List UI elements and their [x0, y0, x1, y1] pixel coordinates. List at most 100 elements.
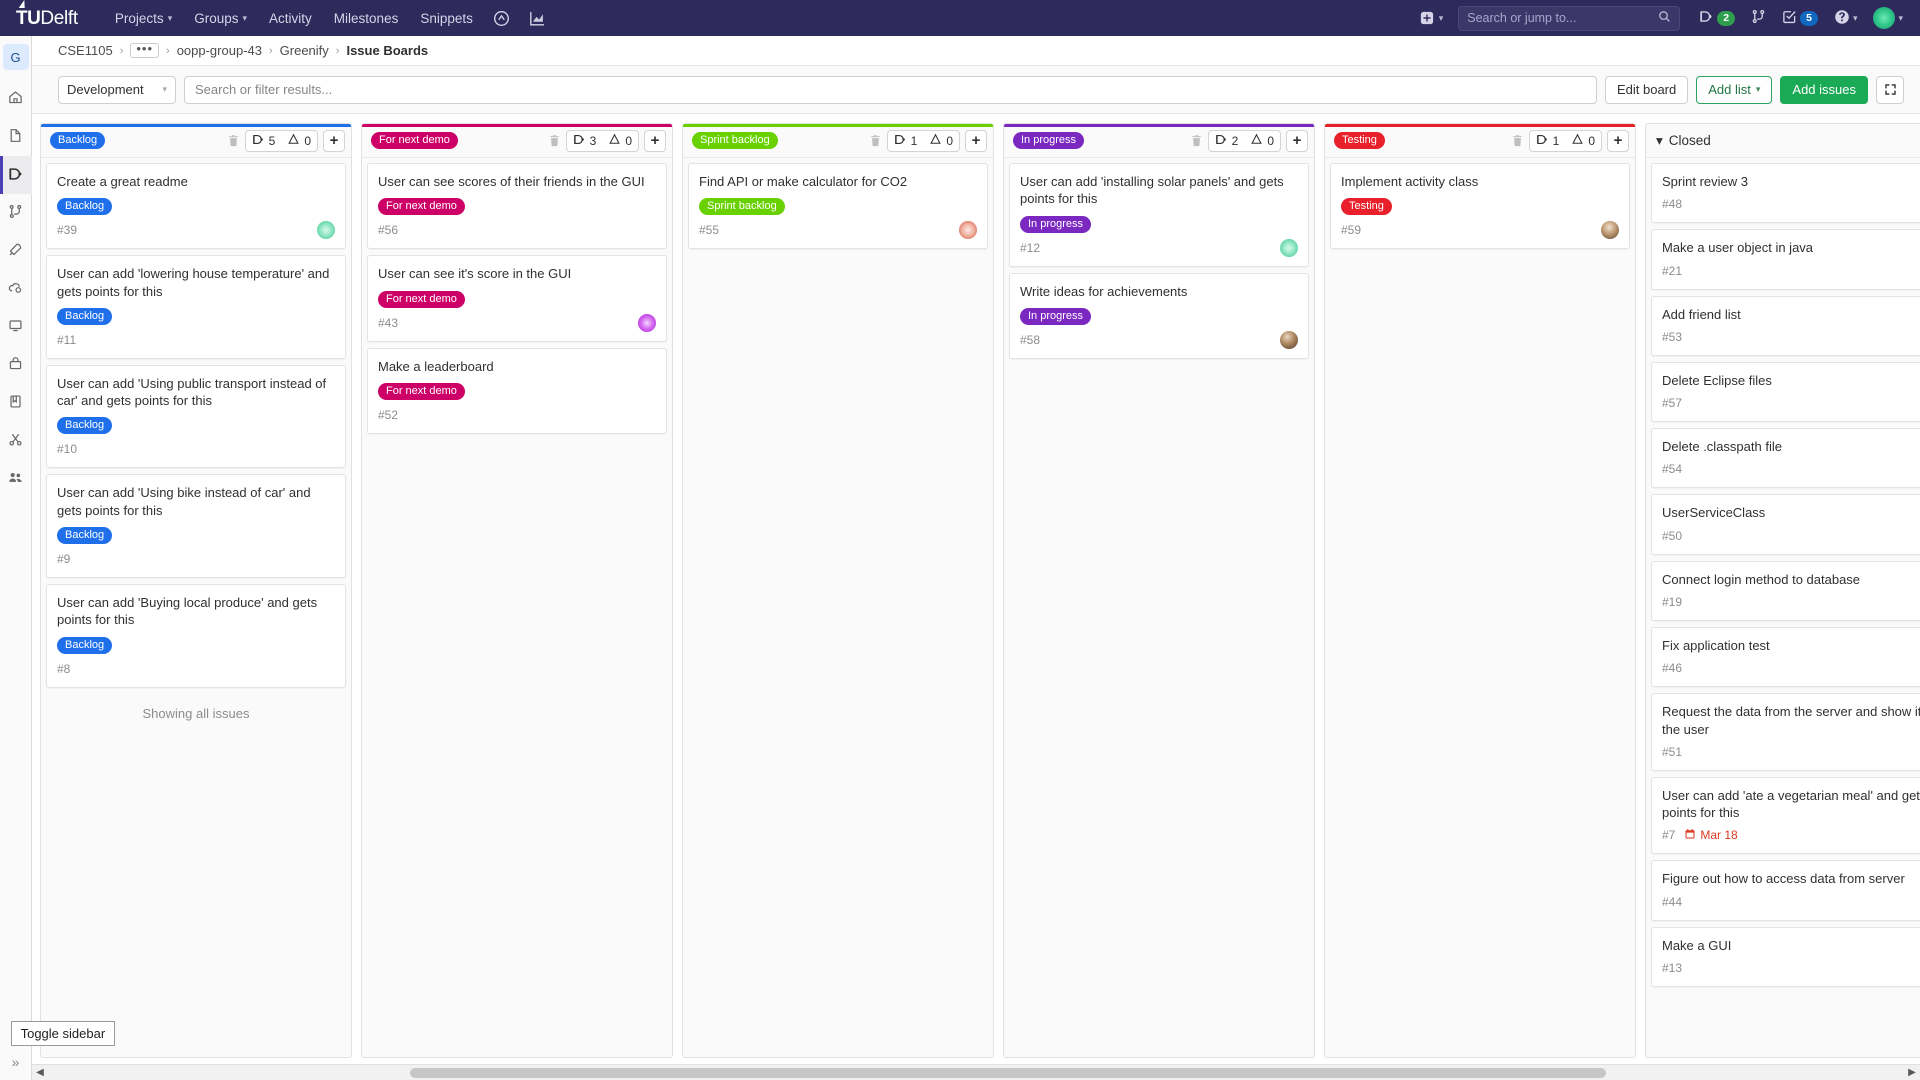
issue-id: #51 [1662, 744, 1683, 759]
issue-labels: For next demo [378, 289, 656, 308]
merge-requests-counter[interactable] [1744, 0, 1773, 36]
issue-card[interactable]: User can add 'installing solar panels' a… [1009, 163, 1309, 267]
add-issue-to-list-button[interactable]: + [1607, 129, 1629, 152]
sidebar-item-issues[interactable] [0, 156, 32, 194]
navbar-right: ▾ 2 [1411, 0, 1910, 36]
sidebar-item-operations[interactable] [0, 270, 32, 308]
issue-card[interactable]: User can add 'Buying local produce' and … [46, 583, 346, 688]
avatar [1873, 7, 1896, 29]
breadcrumb-item-oopp-group-43[interactable]: oopp-group-43 [176, 43, 262, 58]
nav-snippets[interactable]: Snippets [409, 0, 484, 36]
nav-activity[interactable]: Activity [258, 0, 323, 36]
delete-list-icon[interactable] [869, 134, 882, 147]
people-icon [8, 470, 23, 488]
assignee-avatar[interactable] [638, 313, 656, 332]
issue-card[interactable]: Make a GUI #13 [1651, 926, 1920, 987]
issue-id: #11 [57, 332, 77, 347]
add-list-button[interactable]: Add list ▾ [1696, 75, 1773, 104]
global-search-input[interactable] [1467, 11, 1659, 25]
breadcrumb-ellipsis-button[interactable]: ••• [130, 42, 160, 58]
help-menu[interactable]: ▾ [1827, 0, 1865, 36]
delete-list-icon[interactable] [548, 134, 561, 147]
issue-card[interactable]: User can add 'Using bike instead of car'… [46, 474, 346, 578]
issue-card[interactable]: Make a leaderboard For next demo #52 [367, 347, 667, 434]
sidebar-item-merge-requests[interactable] [0, 194, 32, 232]
assignee-avatar[interactable] [317, 221, 335, 240]
assignee-avatar[interactable] [1601, 221, 1619, 240]
focus-mode-button[interactable] [1876, 75, 1904, 104]
sidebar-item-ci-cd[interactable] [0, 232, 32, 270]
issues-counter[interactable]: 2 [1692, 0, 1742, 36]
scroll-right-arrow[interactable]: ▶ [1908, 1067, 1916, 1078]
add-issue-to-list-button[interactable]: + [1286, 129, 1308, 152]
issue-id: #10 [57, 442, 78, 457]
issue-card[interactable]: Create a great readme Backlog #39 [46, 163, 346, 250]
package-icon [8, 356, 23, 374]
issue-card[interactable]: Fix application test #46 [1651, 626, 1920, 688]
tudelft-logo[interactable]: TU Delft [16, 0, 78, 28]
todos-counter[interactable]: 5 [1775, 0, 1825, 36]
toggle-sidebar-button[interactable]: » [11, 1054, 20, 1070]
issue-footer: #13 [1662, 958, 1920, 978]
issue-card[interactable]: User can see scores of their friends in … [367, 163, 667, 250]
weight-value: 0 [625, 133, 632, 148]
nav-projects[interactable]: Projects ▾ [104, 0, 183, 36]
issue-id: #54 [1662, 462, 1683, 477]
issue-card[interactable]: Figure out how to access data from serve… [1651, 860, 1920, 921]
nav-help-circle-icon[interactable] [484, 0, 519, 36]
issue-card[interactable]: User can see it's score in the GUI For n… [367, 255, 667, 342]
assignee-avatar[interactable] [959, 221, 977, 240]
issue-card[interactable]: Sprint review 3 #48 [1651, 163, 1920, 224]
closed-column-header[interactable]: ▾ Closed [1646, 124, 1920, 158]
delete-list-icon[interactable] [227, 134, 240, 147]
sidebar-item-wiki[interactable] [0, 384, 32, 422]
new-item-plus-button[interactable]: ▾ [1411, 0, 1453, 36]
sidebar-item-repository[interactable] [0, 118, 32, 156]
nav-milestones[interactable]: Milestones [323, 0, 410, 36]
filter-search-input[interactable] [184, 75, 1597, 104]
issue-card[interactable]: Connect login method to database #19 [1651, 560, 1920, 621]
scroll-thumb[interactable] [410, 1067, 1606, 1078]
issue-card[interactable]: Implement activity class Testing #59 [1330, 163, 1630, 250]
issue-footer: #48 [1662, 194, 1920, 214]
add-issue-to-list-button[interactable]: + [965, 129, 987, 152]
delete-list-icon[interactable] [1511, 134, 1524, 147]
toggle-sidebar-tooltip: Toggle sidebar [10, 1021, 116, 1046]
add-issue-to-list-button[interactable]: + [644, 129, 666, 152]
issue-card[interactable]: Write ideas for achievements In progress… [1009, 272, 1309, 359]
breadcrumb-item-cse1105[interactable]: CSE1105 [58, 43, 113, 58]
sidebar-item-monitor[interactable] [0, 308, 32, 346]
issue-card[interactable]: UserServiceClass #50 [1651, 494, 1920, 555]
issue-card[interactable]: Find API or make calculator for CO2 Spri… [688, 163, 988, 250]
issue-card[interactable]: Delete .classpath file #54 [1651, 428, 1920, 489]
scroll-left-arrow[interactable]: ◀ [36, 1067, 44, 1078]
issue-card[interactable]: Add friend list #53 [1651, 295, 1920, 356]
edit-board-button[interactable]: Edit board [1604, 75, 1689, 104]
issue-card[interactable]: User can add 'lowering house temperature… [46, 255, 346, 359]
add-issue-to-list-button[interactable]: + [323, 129, 345, 152]
board-horizontal-scrollbar[interactable]: ◀ ▶ [32, 1064, 1920, 1080]
issue-card[interactable]: Delete Eclipse files #57 [1651, 361, 1920, 423]
sidebar-item-packages[interactable] [0, 346, 32, 384]
sidebar-item-project-overview[interactable] [0, 80, 32, 118]
board-switcher-dropdown[interactable]: Development ▾ [58, 75, 176, 104]
add-issues-button[interactable]: Add issues [1780, 75, 1868, 104]
breadcrumb-item-greenify[interactable]: Greenify [279, 43, 329, 58]
issue-footer: #46 [1662, 658, 1920, 678]
issue-title: Request the data from the server and sho… [1662, 704, 1920, 737]
issue-card[interactable]: Make a user object in java #21 [1651, 229, 1920, 290]
assignee-avatar[interactable] [1280, 238, 1298, 257]
nav-chart-icon[interactable] [519, 0, 554, 36]
scroll-track[interactable] [48, 1065, 1904, 1080]
delete-list-icon[interactable] [1190, 134, 1203, 147]
issue-card[interactable]: User can add 'Using public transport ins… [46, 364, 346, 469]
issue-card[interactable]: User can add 'ate a vegetarian meal' and… [1651, 776, 1920, 855]
sidebar-project-avatar[interactable]: G [2, 44, 29, 70]
user-menu[interactable]: ▾ [1866, 0, 1910, 36]
sidebar-item-members[interactable] [0, 460, 32, 498]
assignee-avatar[interactable] [1280, 330, 1298, 349]
global-search-box[interactable] [1458, 5, 1681, 31]
issue-card[interactable]: Request the data from the server and sho… [1651, 693, 1920, 771]
nav-groups[interactable]: Groups ▾ [183, 0, 258, 36]
sidebar-item-snippets[interactable] [0, 422, 32, 460]
